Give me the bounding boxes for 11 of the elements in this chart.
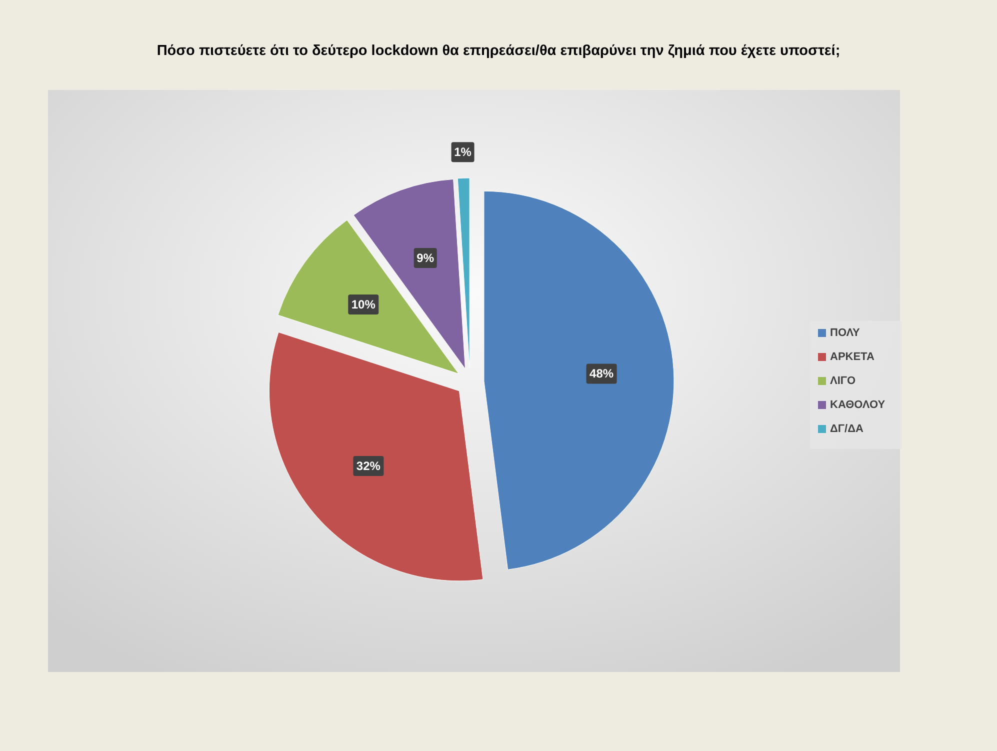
data-label: 32% bbox=[356, 459, 381, 474]
legend-label: ΑΡΚΕΤΑ bbox=[830, 351, 874, 363]
chart-title: Πόσο πιστεύετε ότι το δεύτερο lockdown θα επηρεάσει/θα επιβαρύνει την ζημιά που έχετε υποστεί; bbox=[156, 43, 840, 59]
legend-label: ΠΟΛΥ bbox=[830, 327, 861, 339]
legend-label: ΛΙΓΟ bbox=[830, 375, 856, 387]
data-label: 48% bbox=[590, 366, 614, 381]
data-label: 9% bbox=[416, 250, 434, 265]
legend-label: ΚΑΘΟΛΟΥ bbox=[830, 399, 886, 411]
data-label: 10% bbox=[351, 298, 376, 312]
legend-label: ΔΓ/ΔΑ bbox=[830, 423, 864, 435]
data-label: 1% bbox=[454, 145, 472, 160]
